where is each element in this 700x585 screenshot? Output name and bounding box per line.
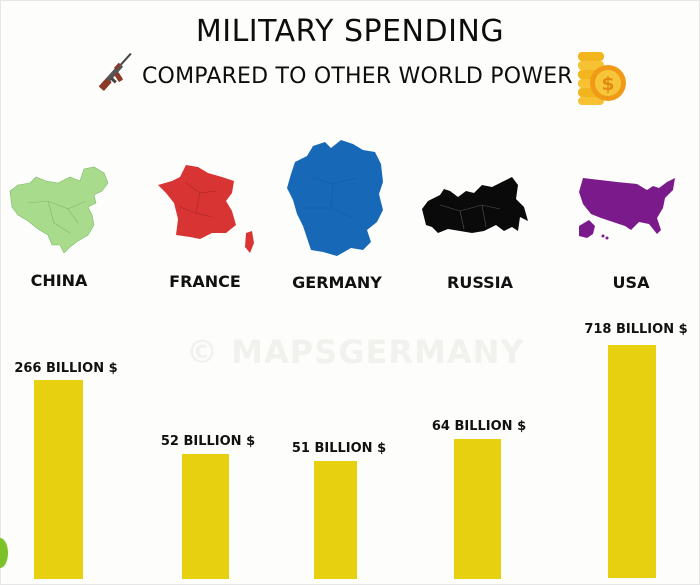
bar-germany [314,461,357,579]
germany-map [287,140,383,256]
country-label-germany: GERMANY [292,273,382,292]
bar-value-label: 718 BILLION $ [584,322,688,337]
bar-usa [608,345,656,578]
country-label-russia: RUSSIA [447,273,513,292]
watermark: © MAPSGERMANY [186,333,525,371]
svg-text:$: $ [601,73,614,95]
country-label-china: CHINA [30,271,88,290]
bar-value-label: 52 BILLION $ [160,434,256,449]
bar-value-label: 64 BILLION $ [431,419,527,434]
bar-russia [454,439,501,579]
usa-map [579,178,675,240]
bar-china [34,380,83,579]
country-label-usa: USA [612,273,650,292]
country-label-france: FRANCE [169,272,241,291]
russia-map [422,177,528,233]
france-map [158,165,254,253]
rifle-icon [99,52,132,91]
bar-value-label: 266 BILLION $ [14,361,118,376]
leaf-decoration [0,538,8,568]
bar-france [182,454,229,579]
coins-dollar-icon: $ [578,52,626,105]
bar-value-label: 51 BILLION $ [291,441,387,456]
china-map [9,166,109,253]
chart-subtitle: COMPARED TO OTHER WORLD POWER [142,64,573,89]
chart-title: MILITARY SPENDING [195,14,505,49]
